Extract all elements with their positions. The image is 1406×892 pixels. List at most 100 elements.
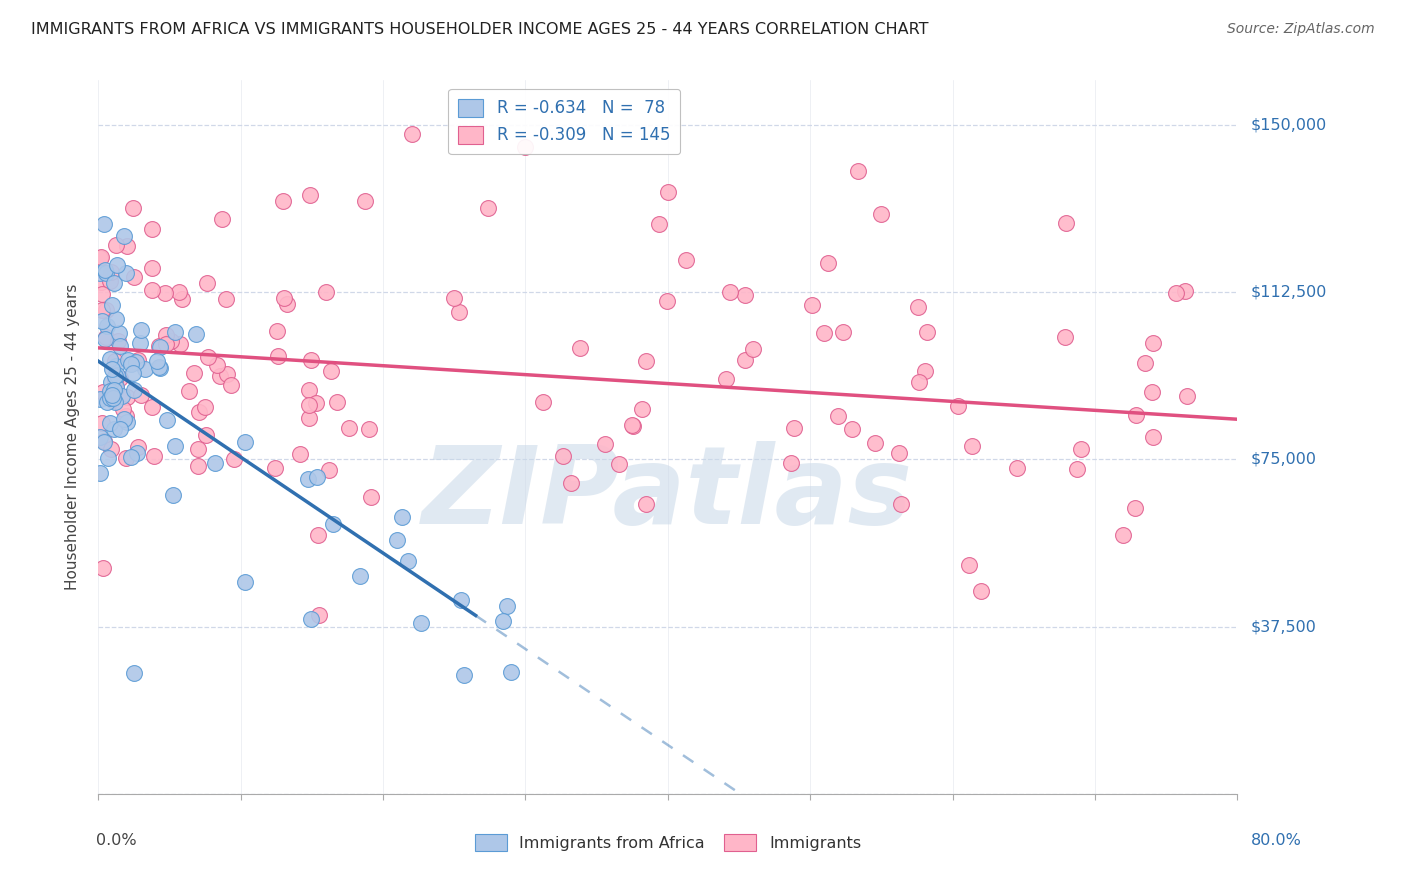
- Point: [93, 333, 115, 347]
- Point: [863, 436, 886, 450]
- Point: [115, 416, 138, 430]
- Point: [101, 388, 124, 402]
- Point: [396, 554, 419, 568]
- Point: [1066, 462, 1088, 476]
- Point: [96, 266, 118, 280]
- Point: [107, 326, 129, 341]
- Point: [219, 378, 242, 392]
- Point: [233, 574, 256, 589]
- Point: [111, 402, 134, 417]
- Point: [134, 362, 156, 376]
- Point: [194, 428, 217, 442]
- Point: [90, 251, 112, 265]
- Point: [1005, 461, 1028, 475]
- Point: [299, 612, 322, 626]
- Point: [101, 362, 124, 376]
- Point: [165, 439, 187, 453]
- Point: [1164, 286, 1187, 301]
- Point: [160, 334, 183, 348]
- Point: [155, 328, 177, 343]
- Point: [337, 421, 360, 435]
- Point: [155, 337, 177, 351]
- Point: [129, 336, 152, 351]
- Point: [94, 263, 117, 277]
- Point: [153, 286, 176, 301]
- Point: [321, 516, 343, 531]
- Point: [401, 127, 423, 141]
- Point: [98, 391, 121, 405]
- Point: [299, 188, 322, 202]
- Point: [817, 256, 839, 270]
- Point: [110, 371, 132, 385]
- Point: [297, 472, 319, 486]
- Point: [115, 450, 138, 465]
- Point: [620, 418, 643, 433]
- Text: 80.0%: 80.0%: [1251, 833, 1302, 848]
- Point: [957, 558, 980, 572]
- Text: $150,000: $150,000: [1251, 118, 1327, 132]
- Point: [443, 291, 465, 305]
- Point: [105, 359, 128, 374]
- Point: [634, 498, 657, 512]
- Point: [104, 395, 127, 409]
- Point: [97, 450, 120, 465]
- Point: [107, 334, 129, 349]
- Point: [103, 276, 125, 290]
- Point: [870, 207, 893, 221]
- Point: [149, 340, 172, 354]
- Point: [315, 285, 337, 299]
- Point: [110, 422, 132, 436]
- Point: [115, 409, 138, 423]
- Point: [105, 258, 128, 272]
- Point: [783, 421, 806, 435]
- Point: [349, 569, 371, 583]
- Point: [93, 434, 115, 449]
- Point: [195, 276, 218, 290]
- Point: [103, 422, 125, 436]
- Legend: Immigrants from Africa, Immigrants: Immigrants from Africa, Immigrants: [468, 828, 868, 857]
- Point: [120, 450, 142, 464]
- Point: [215, 367, 238, 381]
- Point: [129, 388, 152, 402]
- Point: [1175, 389, 1198, 403]
- Point: [648, 217, 671, 231]
- Point: [326, 395, 349, 409]
- Point: [122, 269, 145, 284]
- Point: [553, 449, 575, 463]
- Point: [214, 293, 236, 307]
- Text: $75,000: $75,000: [1251, 452, 1317, 467]
- Point: [1053, 330, 1076, 344]
- Point: [117, 353, 139, 368]
- Point: [655, 294, 678, 309]
- Point: [319, 364, 342, 378]
- Point: [1056, 216, 1078, 230]
- Point: [298, 411, 321, 425]
- Point: [305, 395, 328, 409]
- Point: [800, 298, 823, 312]
- Point: [477, 201, 499, 215]
- Point: [167, 285, 190, 300]
- Point: [90, 287, 112, 301]
- Point: [104, 311, 127, 326]
- Point: [125, 355, 148, 369]
- Point: [122, 383, 145, 397]
- Point: [409, 615, 432, 630]
- Point: [298, 383, 321, 397]
- Point: [970, 583, 993, 598]
- Point: [716, 372, 738, 386]
- Point: [101, 297, 124, 311]
- Point: [208, 368, 231, 383]
- Point: [447, 305, 470, 319]
- Point: [183, 366, 205, 380]
- Point: [165, 325, 187, 339]
- Point: [308, 608, 330, 623]
- Point: [89, 392, 111, 406]
- Point: [501, 665, 523, 679]
- Point: [141, 400, 163, 414]
- Point: [298, 398, 321, 412]
- Point: [101, 391, 124, 405]
- Point: [453, 668, 475, 682]
- Point: [100, 375, 122, 389]
- Point: [657, 185, 679, 199]
- Point: [105, 379, 128, 393]
